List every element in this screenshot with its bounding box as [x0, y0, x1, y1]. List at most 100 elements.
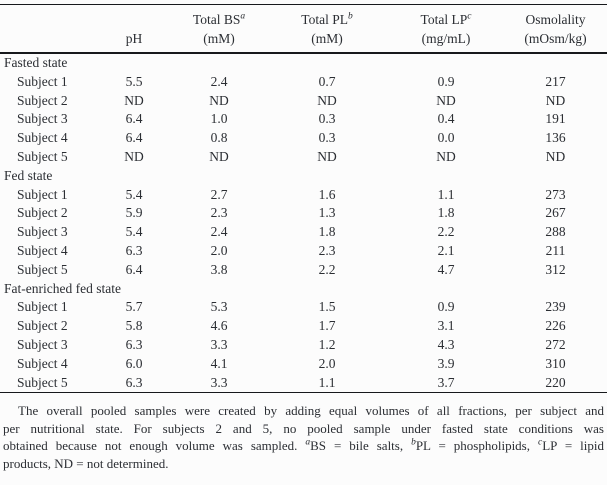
table-row: Subject 1 5.5 2.4 0.7 0.9 217 — [0, 73, 607, 92]
cell-ph: 6.3 — [96, 373, 172, 394]
pooled-samples-table: pH Total BSa (mM) Total PLb (mM) Total L… — [0, 4, 607, 394]
row-label: Subject 3 — [17, 336, 68, 352]
cell-ph: 6.0 — [125, 355, 143, 371]
cell-ph: 6.3 — [125, 242, 143, 258]
cell-ph: 6.3 — [125, 336, 143, 352]
cell-total_bs: 5.3 — [210, 299, 228, 315]
row-label: Subject 4 — [17, 242, 68, 258]
footnote-line: per nutritional state. For subjects 2 an… — [3, 420, 604, 436]
cell-ph: 5.8 — [125, 318, 143, 334]
header-label: Total BS — [192, 12, 241, 27]
group-header-row: Fasted state — [0, 53, 607, 73]
cell-osmolality: 217 — [545, 73, 566, 89]
table-row: Subject 1 5.7 5.3 1.5 0.9 239 — [0, 298, 607, 317]
cell-total_bs: ND — [209, 92, 229, 108]
table-row: Subject 2 5.8 4.6 1.7 3.1 226 — [0, 317, 607, 336]
header-line1: Total PLb — [266, 10, 388, 29]
row-label: Subject 1 — [17, 186, 68, 202]
cell-total_pl: 0.3 — [318, 111, 336, 127]
footnote-superscript: b — [411, 438, 416, 449]
cell-total_lp: 4.7 — [437, 261, 455, 277]
cell-total_lp: 0.9 — [437, 73, 455, 89]
column-header-total-bs: Total BSa (mM) — [172, 4, 266, 54]
cell-ph: ND — [124, 148, 144, 164]
cell-osmolality: 288 — [545, 224, 566, 240]
cell-osmolality: 312 — [545, 261, 566, 277]
cell-total_pl: 1.3 — [318, 205, 336, 221]
cell-total_lp: 1.1 — [437, 186, 455, 202]
header-superscript-a: a — [240, 11, 246, 22]
table-row: Subject 3 6.3 3.3 1.2 4.3 272 — [0, 336, 607, 355]
table-row: Subject 4 6.3 2.0 2.3 2.1 211 — [0, 242, 607, 261]
table-row: Subject 3 5.4 2.4 1.8 2.2 288 — [0, 223, 607, 242]
cell-total_pl: 1.5 — [318, 299, 336, 315]
header-label: Total LP — [420, 12, 468, 27]
footnote-superscript: c — [537, 438, 543, 449]
cell-ph: 5.4 — [125, 224, 143, 240]
table-row: Subject 1 5.4 2.7 1.6 1.1 273 — [0, 186, 607, 205]
header-label: Total PL — [301, 12, 348, 27]
row-label: Subject 5 — [0, 373, 96, 394]
cell-total_pl: 2.2 — [318, 261, 336, 277]
header-superscript-c: c — [467, 11, 472, 22]
cell-total_pl: 1.8 — [318, 224, 336, 240]
row-label: Subject 3 — [17, 111, 68, 127]
column-header-osmolality: Osmolality (mOsm/kg) — [504, 4, 607, 54]
header-line2: (mM) — [203, 31, 235, 46]
cell-osmolality: 239 — [545, 299, 566, 315]
paper-table-figure: pH Total BSa (mM) Total PLb (mM) Total L… — [0, 4, 607, 472]
cell-total_bs: 3.8 — [210, 261, 228, 277]
cell-total_pl: 0.3 — [318, 130, 336, 146]
cell-total_lp: 1.8 — [437, 205, 455, 221]
header-line2: (mOsm/kg) — [524, 31, 587, 46]
row-label: Subject 2 — [17, 92, 68, 108]
cell-ph: 6.4 — [125, 111, 143, 127]
header-row: pH Total BSa (mM) Total PLb (mM) Total L… — [0, 4, 607, 54]
cell-total_lp: ND — [436, 148, 456, 164]
group-header-row: Fed state — [0, 167, 607, 186]
cell-total_pl: ND — [317, 148, 337, 164]
footnote-superscript: a — [305, 438, 311, 449]
cell-ph: ND — [124, 92, 144, 108]
cell-total_bs: ND — [209, 148, 229, 164]
footnote: The overall pooled samples were created … — [0, 402, 607, 472]
table-row: Subject 5 ND ND ND ND ND — [0, 148, 607, 167]
cell-osmolality: 191 — [545, 111, 566, 127]
cell-osmolality: 310 — [545, 355, 566, 371]
group-label: Fed state — [4, 167, 53, 183]
cell-total_pl: 1.7 — [318, 318, 336, 334]
cell-ph: 6.4 — [125, 261, 143, 277]
cell-total_pl: 1.2 — [318, 336, 336, 352]
row-label: Subject 2 — [17, 318, 68, 334]
cell-total_pl: 1.1 — [266, 373, 388, 394]
group-label: Fat-enriched fed state — [4, 280, 121, 296]
cell-total_bs: 4.1 — [210, 355, 228, 371]
header-line1: Total LPc — [388, 10, 504, 29]
cell-total_bs: 2.4 — [210, 73, 228, 89]
cell-total_bs: 2.4 — [210, 224, 228, 240]
cell-total_lp: 4.3 — [437, 336, 455, 352]
group-header-row: Fat-enriched fed state — [0, 280, 607, 299]
row-label: Subject 4 — [17, 355, 68, 371]
group-label: Fasted state — [4, 55, 68, 70]
cell-ph: 6.4 — [125, 130, 143, 146]
cell-osmolality: 211 — [545, 242, 566, 258]
cell-ph: 5.7 — [125, 299, 143, 315]
cell-osmolality: 273 — [545, 186, 566, 202]
cell-total_bs: 2.7 — [210, 186, 228, 202]
cell-ph: 5.4 — [125, 186, 143, 202]
cell-total_lp: 0.4 — [437, 111, 455, 127]
cell-osmolality: 220 — [504, 373, 607, 394]
cell-total_lp: 2.2 — [437, 224, 455, 240]
header-line2: pH — [125, 31, 143, 46]
row-label: Subject 4 — [17, 130, 68, 146]
cell-total_pl: 2.3 — [318, 242, 336, 258]
cell-total_bs: 2.3 — [210, 205, 228, 221]
column-header-total-pl: Total PLb (mM) — [266, 4, 388, 54]
row-label: Subject 5 — [17, 261, 68, 277]
table-header: pH Total BSa (mM) Total PLb (mM) Total L… — [0, 4, 607, 54]
header-line1: Total BSa — [172, 10, 266, 29]
row-label: Subject 1 — [17, 73, 68, 89]
cell-ph: 5.9 — [125, 205, 143, 221]
cell-osmolality: ND — [545, 92, 566, 108]
